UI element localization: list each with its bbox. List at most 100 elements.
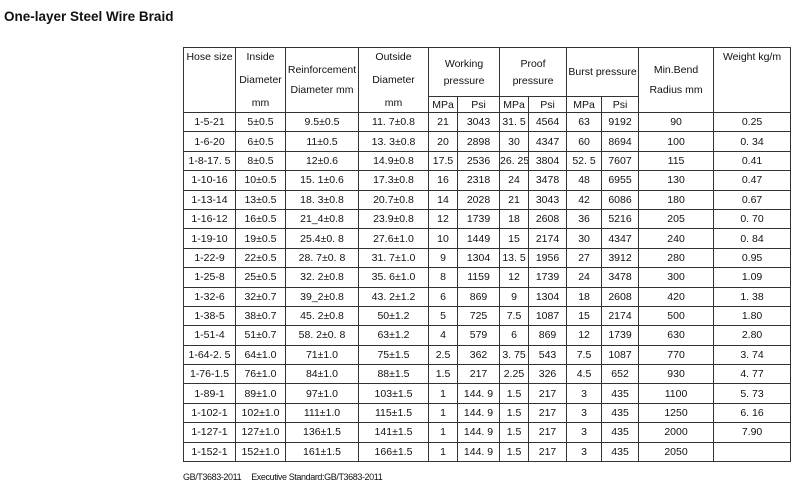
table-cell: 24 (499, 170, 530, 191)
table-cell: 0.47 (713, 170, 792, 191)
table-row: 1-8-17. 5 8±0.5 12±0.6 14.9±0.8 17.5 2536 26. … (183, 150, 792, 172)
table-cell: 3804 (528, 150, 568, 172)
table-cell: 6955 (601, 170, 640, 191)
table-cell: 1-102-1 (183, 402, 236, 424)
table-cell: 11±0.5 (285, 131, 359, 152)
table-cell: 2050 (638, 441, 715, 463)
table-cell: 32±0.7 (235, 286, 286, 307)
table-cell: 205 (638, 208, 715, 230)
header-line: Working (444, 57, 484, 70)
table-cell: 42 (566, 189, 603, 210)
table-cell: 362 (456, 344, 501, 366)
table-cell: 144. 9 (456, 383, 501, 404)
table-cell: 1-38-5 (183, 305, 236, 327)
table-cell: 435 (601, 422, 640, 443)
table-cell: 31. 5 (499, 111, 530, 133)
table-cell: 1.5 (499, 422, 530, 443)
table-cell: 1-89-1 (183, 383, 236, 404)
table-row: 1-32-6 32±0.7 39_2±0.8 43. 2±1.2 6 869 9 1304 18… (183, 286, 792, 307)
table-cell: 36 (566, 208, 603, 230)
table-cell: 1 (428, 422, 458, 443)
table-cell: 2174 (528, 228, 568, 249)
table-cell: 14.9±0.8 (358, 150, 429, 172)
table-cell: 435 (601, 441, 640, 463)
table-cell: 18 (566, 286, 603, 307)
table-cell: 217 (528, 383, 568, 404)
table-row: 1-76-1.5 76±1.0 84±1.0 88±1.5 1.5 217 2.25 326 4… (183, 364, 792, 385)
table-cell: 1-16-12 (183, 208, 236, 230)
table-cell: 130 (638, 170, 715, 191)
table-cell: 1.80 (713, 305, 792, 327)
header-line: Outside (375, 51, 412, 63)
table-cell: 52. 5 (566, 150, 603, 172)
table-header: Hose size Inside Diameter mm Reinforcement Di… (183, 47, 792, 113)
table-cell: 38±0.7 (235, 305, 286, 327)
table-cell: 71±1.0 (285, 344, 359, 366)
table-cell: 1-76-1.5 (183, 364, 236, 385)
table-cell: 11. 7±0.8 (358, 111, 429, 133)
table-cell: 12 (499, 267, 530, 288)
table-cell: 144. 9 (456, 441, 501, 463)
table-cell: 48 (566, 170, 603, 191)
table-cell: 1 (428, 441, 458, 463)
table-cell: 240 (638, 228, 715, 249)
table-cell: 2536 (456, 150, 501, 172)
table-cell: 75±1.5 (358, 344, 429, 366)
table-cell: 25.4±0. 8 (285, 228, 359, 249)
table-cell: 543 (528, 344, 568, 366)
header-line: Hose size (186, 51, 233, 63)
table-cell: 3912 (601, 247, 640, 269)
table-cell: 1-64-2. 5 (183, 344, 236, 366)
header-lines: Min.Bend Radius mm (640, 51, 713, 109)
column-header: Proof pressure (499, 47, 568, 97)
table-cell: 500 (638, 305, 715, 327)
table-cell: 45. 2±0.8 (285, 305, 359, 327)
table-cell: 1.5 (428, 364, 458, 385)
table-cell: 1-6-20 (183, 131, 236, 152)
table-cell: 13±0.5 (235, 189, 286, 210)
table-cell: 1-152-1 (183, 441, 236, 463)
table-cell: 22±0.5 (235, 247, 286, 269)
table-cell: 3. 74 (713, 344, 792, 366)
table-cell: 43. 2±1.2 (358, 286, 429, 307)
table-cell: 0.95 (713, 247, 792, 269)
table-row: 1-38-5 38±0.7 45. 2±0.8 50±1.2 5 725 7.5 1087 15… (183, 305, 792, 327)
table-cell: 58. 2±0. 8 (285, 325, 359, 346)
header-line: Min.Bend (653, 64, 699, 76)
header-line: mm (251, 97, 270, 109)
table-cell: 20 (428, 131, 458, 152)
column-header: Weight kg/m (713, 47, 792, 113)
table-cell: 725 (456, 305, 501, 327)
table-row: 1-13-14 13±0.5 18. 3±0.8 20.7±0.8 14 2028 21 30… (183, 189, 792, 210)
table-cell: 35. 6±1.0 (358, 267, 429, 288)
table-cell: 30 (499, 131, 530, 152)
table-cell: 2608 (528, 208, 568, 230)
table-row: 1-152-1 152±1.0 161±1.5 166±1.5 1 144. 9 1.5 21… (183, 441, 792, 463)
table-cell: 16 (428, 170, 458, 191)
table-cell: 3 (566, 383, 603, 404)
table-cell: 136±1.5 (285, 422, 359, 443)
header-line: mm (384, 97, 403, 109)
table-cell: 6±0.5 (235, 131, 286, 152)
table-cell: 76±1.0 (235, 364, 286, 385)
table-cell: 6. 16 (713, 402, 792, 424)
header-lines: Reinforcement Diameter mm (287, 51, 358, 109)
table-cell: 3. 75 (499, 344, 530, 366)
table-cell: 166±1.5 (358, 441, 429, 463)
table-cell: 1-32-6 (183, 286, 236, 307)
table-cell: 30 (566, 228, 603, 249)
table-cell: 1956 (528, 247, 568, 269)
table-cell: 1.5 (499, 383, 530, 404)
table-cell: 21 (428, 111, 458, 133)
table-cell: 4347 (528, 131, 568, 152)
table-cell: 180 (638, 189, 715, 210)
table-row: 1-22-9 22±0.5 28. 7±0. 8 31. 7±1.0 9 1304 13. … (183, 247, 792, 269)
table-cell: 2.5 (428, 344, 458, 366)
table-cell: 31. 7±1.0 (358, 247, 429, 269)
table-cell: 1087 (528, 305, 568, 327)
table-cell: 5 (428, 305, 458, 327)
table-cell: 15. 1±0.6 (285, 170, 359, 191)
table-cell: 27 (566, 247, 603, 269)
table-cell: 869 (528, 325, 568, 346)
table-cell: 26. 25 (499, 150, 530, 172)
